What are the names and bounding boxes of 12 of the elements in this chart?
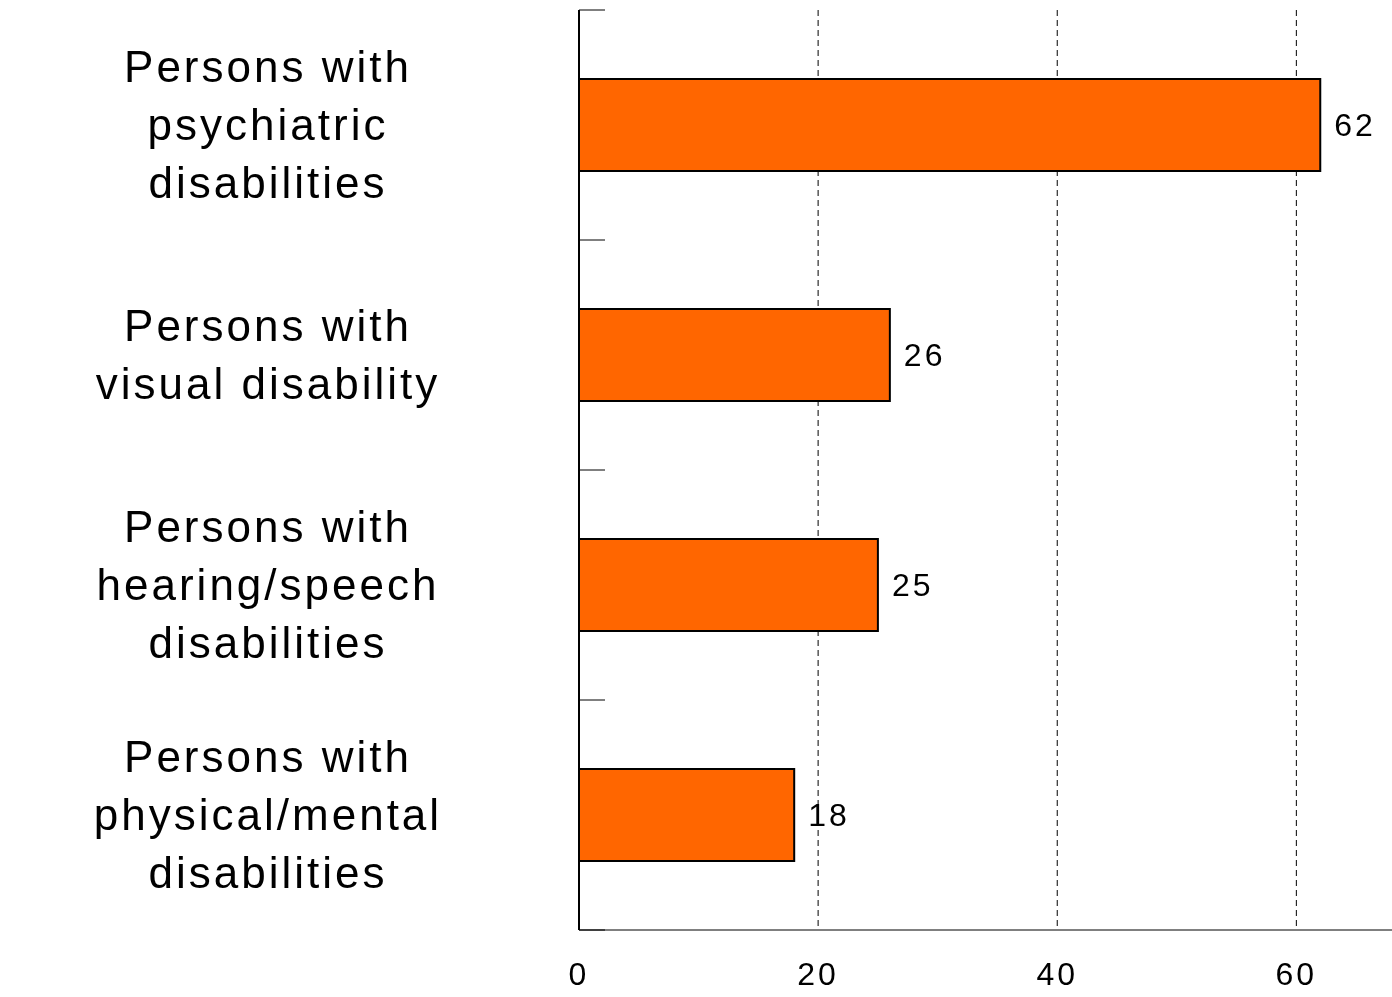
x-tick-label: 20 <box>797 956 839 992</box>
y-tick-label: Persons with visual disability <box>95 301 441 409</box>
y-tick-label: Persons with physical/mental disabilities <box>93 732 443 898</box>
y-tick-label: Persons with psychiatric disabilities <box>124 42 412 208</box>
x-tick-label: 40 <box>1036 956 1079 992</box>
y-tick-label: Persons with hearing/speech disabilities <box>96 502 440 668</box>
data-label: 62 <box>1334 107 1376 144</box>
data-label: 25 <box>891 567 934 604</box>
x-tick-label: 0 <box>568 956 590 992</box>
data-label: 26 <box>903 337 946 374</box>
x-tick-label: 60 <box>1275 956 1318 992</box>
data-label: 18 <box>808 797 850 834</box>
